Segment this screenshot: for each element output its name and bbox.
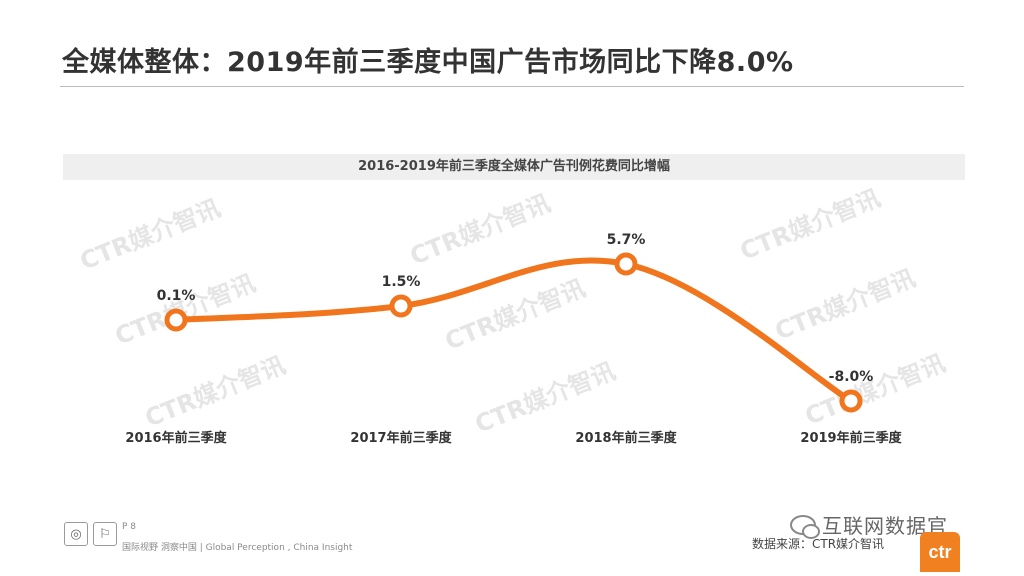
data-source: 数据来源：CTR媒介智讯 [752, 537, 885, 551]
chart-title: 2016-2019年前三季度全媒体广告刊例花费同比增幅 [358, 159, 670, 174]
data-label: 0.1% [157, 288, 196, 304]
wechat-account: 互联网数据官 [790, 510, 948, 539]
chart-title-band [63, 154, 965, 180]
footer-tagline: 国际视野 洞察中国 | Global Perception , China In… [122, 543, 353, 553]
quality-seal-icon: ◎ [64, 522, 88, 546]
wechat-icon [790, 514, 820, 539]
x-tick-label: 2018年前三季度 [575, 430, 677, 446]
page-number: P 8 [122, 522, 137, 532]
data-label: 1.5% [382, 274, 421, 290]
ctr-logo: ctr [920, 532, 960, 572]
page-title: 全媒体整体：2019年前三季度中国广告市场同比下降8.0% [62, 47, 794, 78]
title-divider [60, 86, 964, 87]
data-point [614, 252, 638, 276]
data-point [839, 389, 863, 413]
certificate-icon: ⚐ [93, 522, 117, 546]
data-label: -8.0% [829, 369, 874, 385]
certification-icons: ◎ ⚐ [64, 522, 117, 546]
data-point [389, 294, 413, 318]
x-tick-label: 2017年前三季度 [350, 430, 452, 446]
data-point [164, 308, 188, 332]
series-line [173, 257, 854, 404]
x-tick-label: 2016年前三季度 [125, 430, 227, 446]
x-tick-label: 2019年前三季度 [800, 430, 902, 446]
data-label: 5.7% [607, 232, 646, 248]
